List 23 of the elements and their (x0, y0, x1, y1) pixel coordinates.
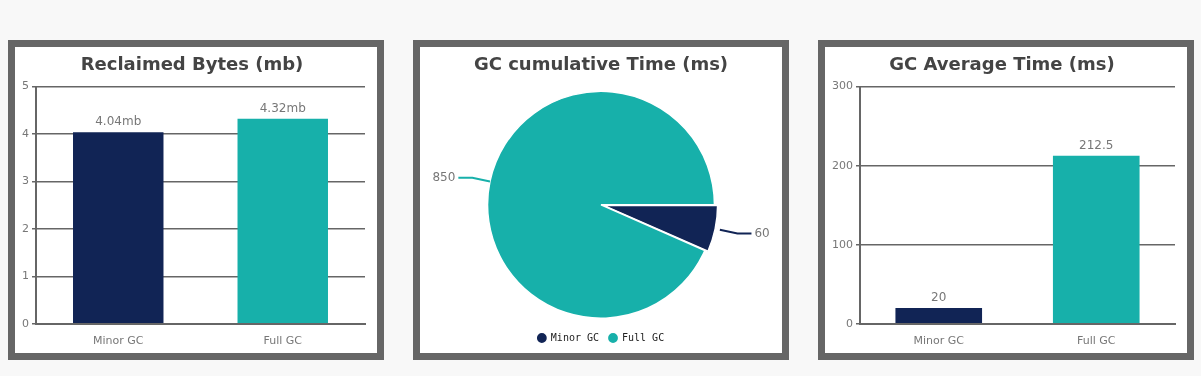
y-tick-label: 100 (832, 237, 853, 251)
x-tick-label: Full GC (1076, 334, 1116, 348)
data-label: 212.5 (1079, 137, 1114, 152)
data-label: 60 (754, 225, 770, 240)
y-tick-label: 0 (846, 316, 853, 330)
data-label: 850 (432, 169, 456, 184)
y-tick-label: 300 (832, 79, 853, 93)
x-tick-label: Minor GC (913, 334, 965, 348)
y-tick-label: 1 (22, 269, 29, 283)
y-tick-label: 4 (22, 126, 29, 140)
chart-title: GC Average Time (ms) (889, 53, 1115, 75)
data-label: 20 (931, 290, 947, 305)
y-tick-label: 2 (22, 221, 29, 235)
x-tick-label: Full GC (263, 334, 303, 348)
chart-title: GC cumulative Time (ms) (473, 53, 729, 75)
y-tick-label: 3 (22, 174, 29, 188)
y-tick-label: 5 (22, 79, 29, 93)
chart-title: Reclaimed Bytes (mb) (80, 53, 304, 75)
x-tick-label: Minor GC (93, 334, 144, 348)
y-tick-label: 0 (22, 316, 29, 330)
data-label: 4.32mb (259, 100, 306, 115)
y-tick-label: 200 (832, 158, 853, 172)
data-label: 4.04mb (95, 114, 142, 129)
